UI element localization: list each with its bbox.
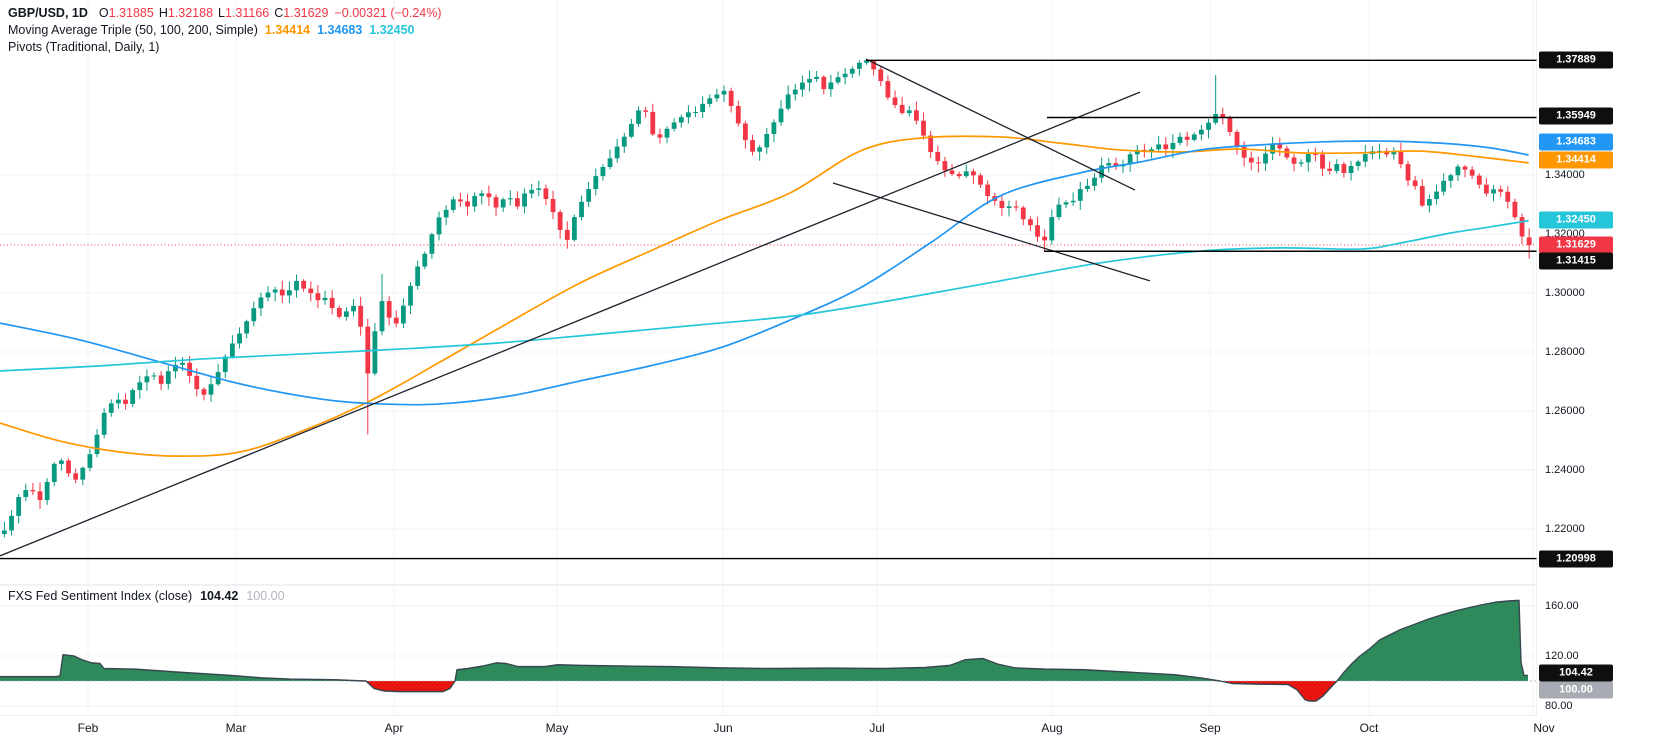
ma-legend-row: Moving Average Triple (50, 100, 200, Sim… [8, 22, 442, 39]
trendline-1 [0, 91, 1141, 557]
trendline-2 [865, 58, 1136, 191]
sentiment-line [0, 599, 1528, 702]
ohlc-label-L: L [218, 6, 225, 20]
ma-value-1: 1.34414 [264, 23, 311, 37]
price-tick-label: 1.30000 [1545, 287, 1585, 299]
price-tick-label: 1.26000 [1545, 405, 1585, 417]
price-badge-1.34414: 1.34414 [1539, 151, 1613, 169]
price-badge-1.37889: 1.37889 [1539, 51, 1613, 69]
sentiment-current-value: 104.42 [200, 589, 239, 603]
sentiment-badge-104.42: 104.42 [1539, 664, 1613, 682]
symbol-title[interactable]: GBP/USD, 1D [8, 6, 88, 20]
ma-value-2: 1.34683 [317, 23, 363, 37]
sentiment-tick-label: 80.00 [1545, 700, 1573, 712]
price-tick-label: 1.24000 [1545, 464, 1585, 476]
candlestick-series [2, 60, 1532, 538]
sentiment-tick-label: 120.00 [1545, 650, 1579, 662]
price-badge-1.31629: 1.31629 [1539, 236, 1613, 254]
price-badge-1.35949: 1.35949 [1539, 107, 1613, 125]
ohlc-value-L: 1.31166 [224, 6, 270, 20]
ma-line-sma-200 [0, 219, 1529, 372]
ma-value-3: 1.32450 [369, 23, 415, 37]
ma-line-sma-100 [0, 140, 1529, 406]
trendline-3 [832, 182, 1151, 282]
sentiment-indicator-title[interactable]: FXS Fed Sentiment Index (close) [8, 589, 193, 603]
sentiment-pane-legend: FXS Fed Sentiment Index (close) 104.42 100… [8, 589, 285, 603]
ohlc-label-C: C [274, 6, 284, 20]
gridlines [0, 0, 1537, 716]
price-badge-1.31415: 1.31415 [1539, 252, 1613, 270]
price-badge-1.32450: 1.32450 [1539, 211, 1613, 229]
ma-indicator-title[interactable]: Moving Average Triple (50, 100, 200, Sim… [8, 23, 258, 37]
price-badge-1.34683: 1.34683 [1539, 133, 1613, 151]
ohlc-value-C: 1.31629 [283, 6, 329, 20]
time-axis-month-aug[interactable]: Aug [1041, 721, 1063, 735]
ma-values: 1.34414 1.34683 1.32450 [258, 23, 415, 37]
pivots-indicator-title[interactable]: Pivots (Traditional, Daily, 1) [8, 40, 160, 54]
ohlc-label-O: O [98, 6, 109, 20]
sentiment-area-positive [0, 600, 1528, 681]
ohlc-label-H: H [158, 6, 168, 20]
time-axis-month-sep[interactable]: Sep [1199, 721, 1221, 735]
time-axis-month-jul[interactable]: Jul [869, 721, 885, 735]
pivots-legend-row: Pivots (Traditional, Daily, 1) [8, 39, 442, 56]
time-axis-month-oct[interactable]: Oct [1359, 721, 1379, 735]
sentiment-area-negative [0, 681, 1528, 701]
time-axis-month-may[interactable]: May [545, 721, 569, 735]
price-badge-1.20998: 1.20998 [1539, 550, 1613, 568]
time-axis-month-mar[interactable]: Mar [225, 721, 247, 735]
sentiment-baseline-value: 100.00 [246, 589, 285, 603]
main-chart-legend: GBP/USD, 1D O1.31885 H1.32188 L1.31166 C1.31… [8, 5, 442, 56]
change-value: −0.00321 (−0.24%) [334, 6, 442, 20]
symbol-legend-row: GBP/USD, 1D O1.31885 H1.32188 L1.31166 C1.31… [8, 5, 442, 22]
sentiment-tick-label: 160.00 [1545, 600, 1579, 612]
time-scale-axis[interactable] [0, 716, 1670, 742]
ma-line-sma-50 [0, 135, 1529, 457]
price-tick-label: 1.22000 [1545, 523, 1585, 535]
time-axis-month-nov[interactable]: Nov [1533, 721, 1555, 735]
time-axis-month-jun[interactable]: Jun [713, 721, 733, 735]
time-axis-month-feb[interactable]: Feb [77, 721, 99, 735]
sentiment-badge-100.00: 100.00 [1539, 681, 1613, 699]
ohlc-value-O: 1.31885 [108, 6, 154, 20]
price-tick-label: 1.28000 [1545, 346, 1585, 358]
time-axis-month-apr[interactable]: Apr [384, 721, 404, 735]
ohlc-value-H: 1.32188 [167, 6, 214, 20]
ohlc-values: O1.31885 H1.32188 L1.31166 C1.31629 [94, 6, 329, 20]
price-tick-label: 1.34000 [1545, 169, 1585, 181]
